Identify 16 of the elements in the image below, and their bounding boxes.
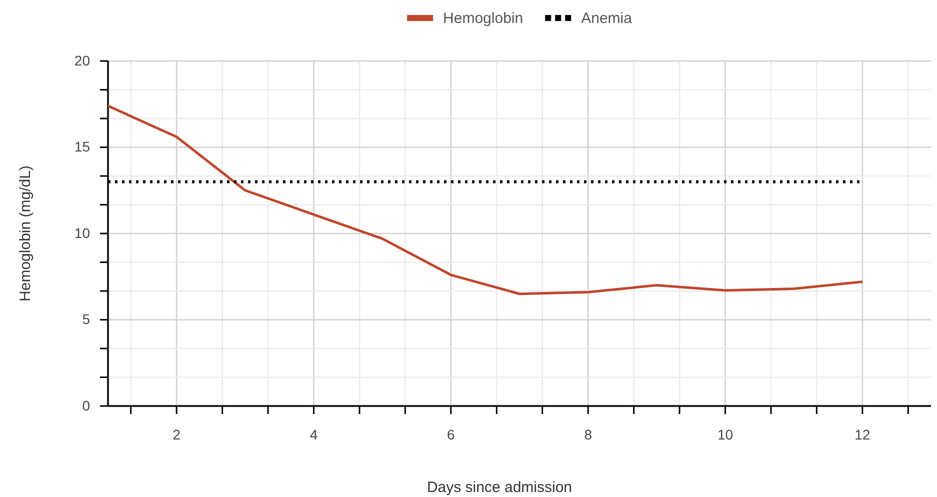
x-tick-label: 10 [717, 426, 734, 442]
x-tick-label: 6 [447, 426, 456, 442]
x-tick-label: 12 [854, 426, 870, 442]
y-tick-label: 0 [82, 397, 90, 414]
x-axis-title: Days since admission [426, 479, 572, 496]
y-tick-label: 10 [74, 224, 90, 241]
x-tick-label: 4 [310, 426, 318, 442]
x-tick-label: 8 [584, 426, 592, 442]
y-tick-label: 5 [82, 311, 90, 328]
y-tick-label: 20 [74, 52, 90, 68]
legend-label: Hemoglobin [443, 10, 524, 27]
legend-label: Anemia [581, 10, 633, 27]
x-tick-label: 2 [172, 426, 181, 442]
y-tick-label: 15 [74, 138, 90, 155]
y-axis-title: Hemoglobin (mg/dL) [17, 166, 34, 302]
line-series [106, 104, 864, 296]
